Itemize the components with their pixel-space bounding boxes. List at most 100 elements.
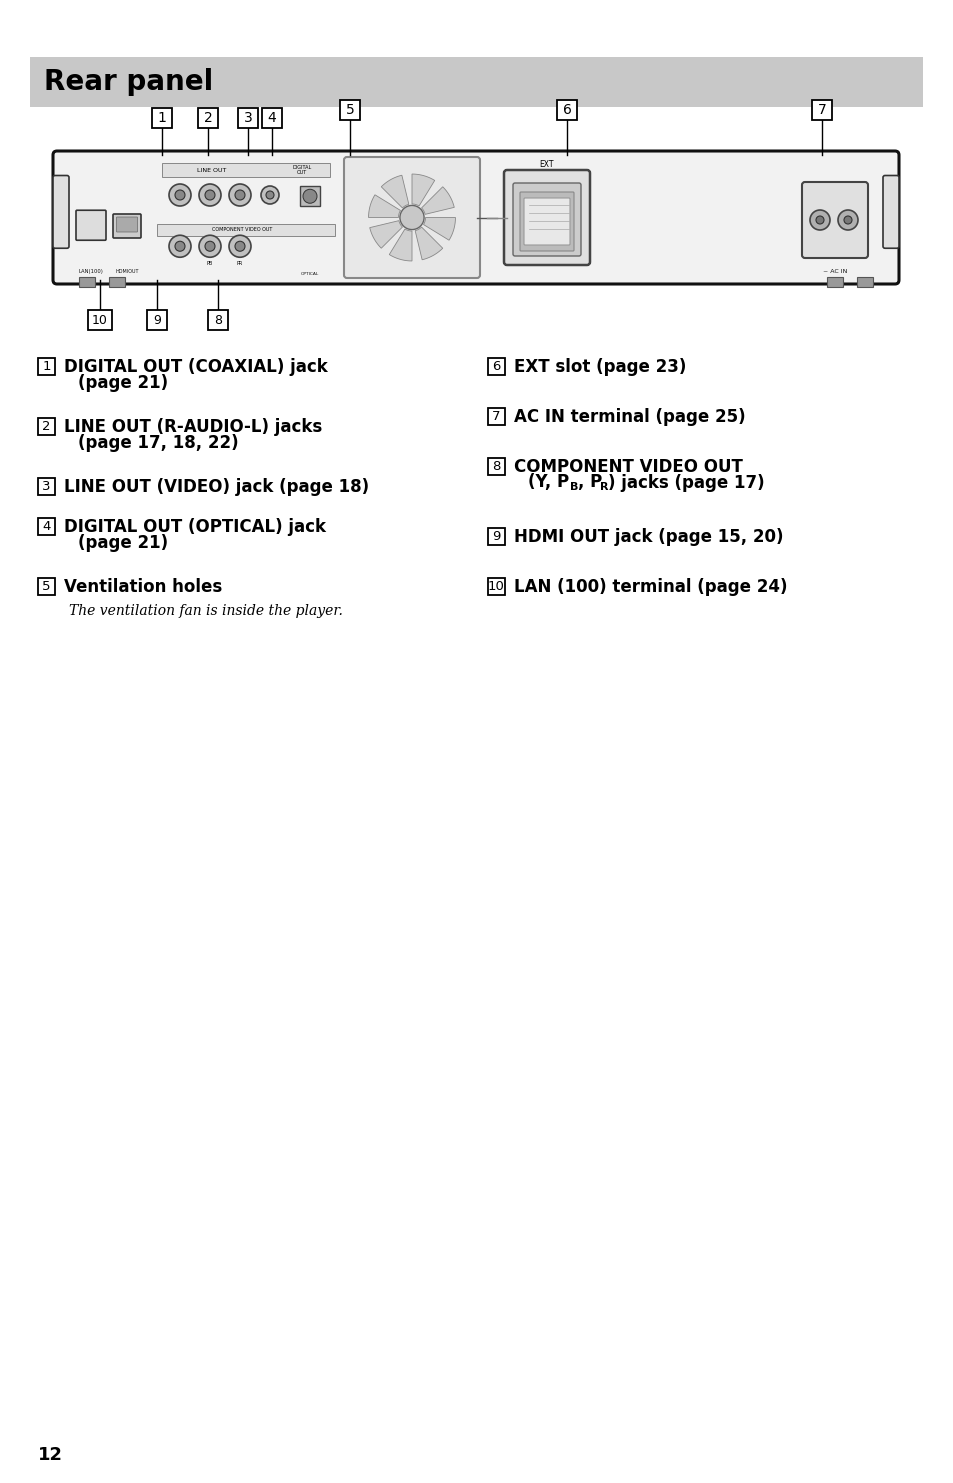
Text: 1: 1 xyxy=(42,360,51,374)
Circle shape xyxy=(261,185,278,205)
Bar xyxy=(488,408,504,426)
Text: HDMIOUT: HDMIOUT xyxy=(115,268,138,274)
Text: 9: 9 xyxy=(152,313,161,326)
Bar xyxy=(109,277,125,288)
Circle shape xyxy=(199,184,221,206)
Bar xyxy=(38,357,55,375)
Text: , P: , P xyxy=(578,473,601,491)
Bar xyxy=(198,108,218,128)
Text: 2: 2 xyxy=(42,420,51,433)
Circle shape xyxy=(266,191,274,199)
Polygon shape xyxy=(368,194,400,218)
Bar xyxy=(856,277,872,288)
Bar xyxy=(237,108,257,128)
FancyBboxPatch shape xyxy=(53,151,898,285)
Text: HDMI OUT jack (page 15, 20): HDMI OUT jack (page 15, 20) xyxy=(514,528,782,546)
FancyBboxPatch shape xyxy=(344,157,479,277)
Text: (page 21): (page 21) xyxy=(78,374,168,392)
Text: 10: 10 xyxy=(92,313,108,326)
Text: 4: 4 xyxy=(268,111,276,125)
Polygon shape xyxy=(381,175,409,208)
Bar xyxy=(826,277,842,288)
Text: LINE OUT: LINE OUT xyxy=(197,168,227,172)
FancyBboxPatch shape xyxy=(112,214,141,237)
Polygon shape xyxy=(421,187,454,215)
Text: ~ AC IN: ~ AC IN xyxy=(821,268,846,274)
Text: LINE OUT (R-AUDIO-L) jacks: LINE OUT (R-AUDIO-L) jacks xyxy=(64,418,322,436)
Polygon shape xyxy=(415,227,442,260)
Text: COMPONENT VIDEO OUT: COMPONENT VIDEO OUT xyxy=(212,227,272,233)
Text: The ventilation fan is inside the player.: The ventilation fan is inside the player… xyxy=(69,605,342,618)
Text: PR: PR xyxy=(236,261,243,265)
Circle shape xyxy=(229,236,251,257)
Text: B: B xyxy=(569,482,578,492)
Text: 6: 6 xyxy=(492,360,500,374)
Bar xyxy=(38,418,55,435)
Bar xyxy=(38,518,55,535)
Bar xyxy=(152,108,172,128)
Circle shape xyxy=(169,184,191,206)
Polygon shape xyxy=(423,218,455,240)
Circle shape xyxy=(174,190,185,200)
FancyBboxPatch shape xyxy=(801,182,867,258)
Bar xyxy=(488,458,504,475)
Bar xyxy=(147,310,167,331)
Text: 6: 6 xyxy=(562,102,571,117)
Circle shape xyxy=(169,236,191,257)
Bar xyxy=(488,357,504,375)
Circle shape xyxy=(234,242,245,251)
Circle shape xyxy=(205,190,214,200)
Text: 8: 8 xyxy=(213,313,222,326)
Text: 1: 1 xyxy=(157,111,166,125)
FancyBboxPatch shape xyxy=(53,175,69,248)
Circle shape xyxy=(303,190,316,203)
Polygon shape xyxy=(370,221,402,248)
Text: EXT slot (page 23): EXT slot (page 23) xyxy=(514,357,685,375)
Text: LINE OUT (VIDEO) jack (page 18): LINE OUT (VIDEO) jack (page 18) xyxy=(64,478,369,495)
Text: DIGITAL OUT (COAXIAL) jack: DIGITAL OUT (COAXIAL) jack xyxy=(64,357,328,375)
Text: Ventilation holes: Ventilation holes xyxy=(64,577,222,596)
Bar xyxy=(811,99,831,120)
Text: (page 17, 18, 22): (page 17, 18, 22) xyxy=(78,433,238,451)
Text: 7: 7 xyxy=(817,102,825,117)
Bar xyxy=(488,578,504,595)
Text: LAN(100): LAN(100) xyxy=(78,268,103,274)
Text: 10: 10 xyxy=(488,580,504,593)
Text: COMPONENT VIDEO OUT: COMPONENT VIDEO OUT xyxy=(514,457,742,476)
Text: 5: 5 xyxy=(345,102,354,117)
Text: (page 21): (page 21) xyxy=(78,534,168,552)
Bar xyxy=(339,99,359,120)
Circle shape xyxy=(837,211,857,230)
FancyBboxPatch shape xyxy=(76,211,106,240)
Bar xyxy=(88,310,112,331)
Bar xyxy=(208,310,228,331)
Circle shape xyxy=(399,206,424,230)
Bar xyxy=(38,478,55,495)
Circle shape xyxy=(205,242,214,251)
FancyBboxPatch shape xyxy=(116,217,137,231)
Text: 5: 5 xyxy=(42,580,51,593)
Text: 3: 3 xyxy=(243,111,253,125)
Circle shape xyxy=(229,184,251,206)
Text: 12: 12 xyxy=(38,1446,63,1464)
Text: ) jacks (page 17): ) jacks (page 17) xyxy=(607,473,763,491)
Circle shape xyxy=(815,217,823,224)
Text: Rear panel: Rear panel xyxy=(44,68,213,96)
Bar xyxy=(30,56,923,107)
FancyBboxPatch shape xyxy=(519,191,574,251)
Text: 2: 2 xyxy=(203,111,213,125)
Text: LAN (100) terminal (page 24): LAN (100) terminal (page 24) xyxy=(514,577,786,596)
Bar xyxy=(488,528,504,544)
Text: DIGITAL OUT (OPTICAL) jack: DIGITAL OUT (OPTICAL) jack xyxy=(64,518,326,535)
Text: R: R xyxy=(599,482,608,492)
Bar xyxy=(79,277,95,288)
Text: 8: 8 xyxy=(492,460,500,473)
Circle shape xyxy=(199,236,221,257)
Bar xyxy=(299,187,319,206)
Bar xyxy=(262,108,282,128)
Circle shape xyxy=(174,242,185,251)
FancyBboxPatch shape xyxy=(523,199,569,245)
Text: AC IN terminal (page 25): AC IN terminal (page 25) xyxy=(514,408,745,426)
Text: 9: 9 xyxy=(492,529,500,543)
Text: EXT: EXT xyxy=(539,160,554,169)
